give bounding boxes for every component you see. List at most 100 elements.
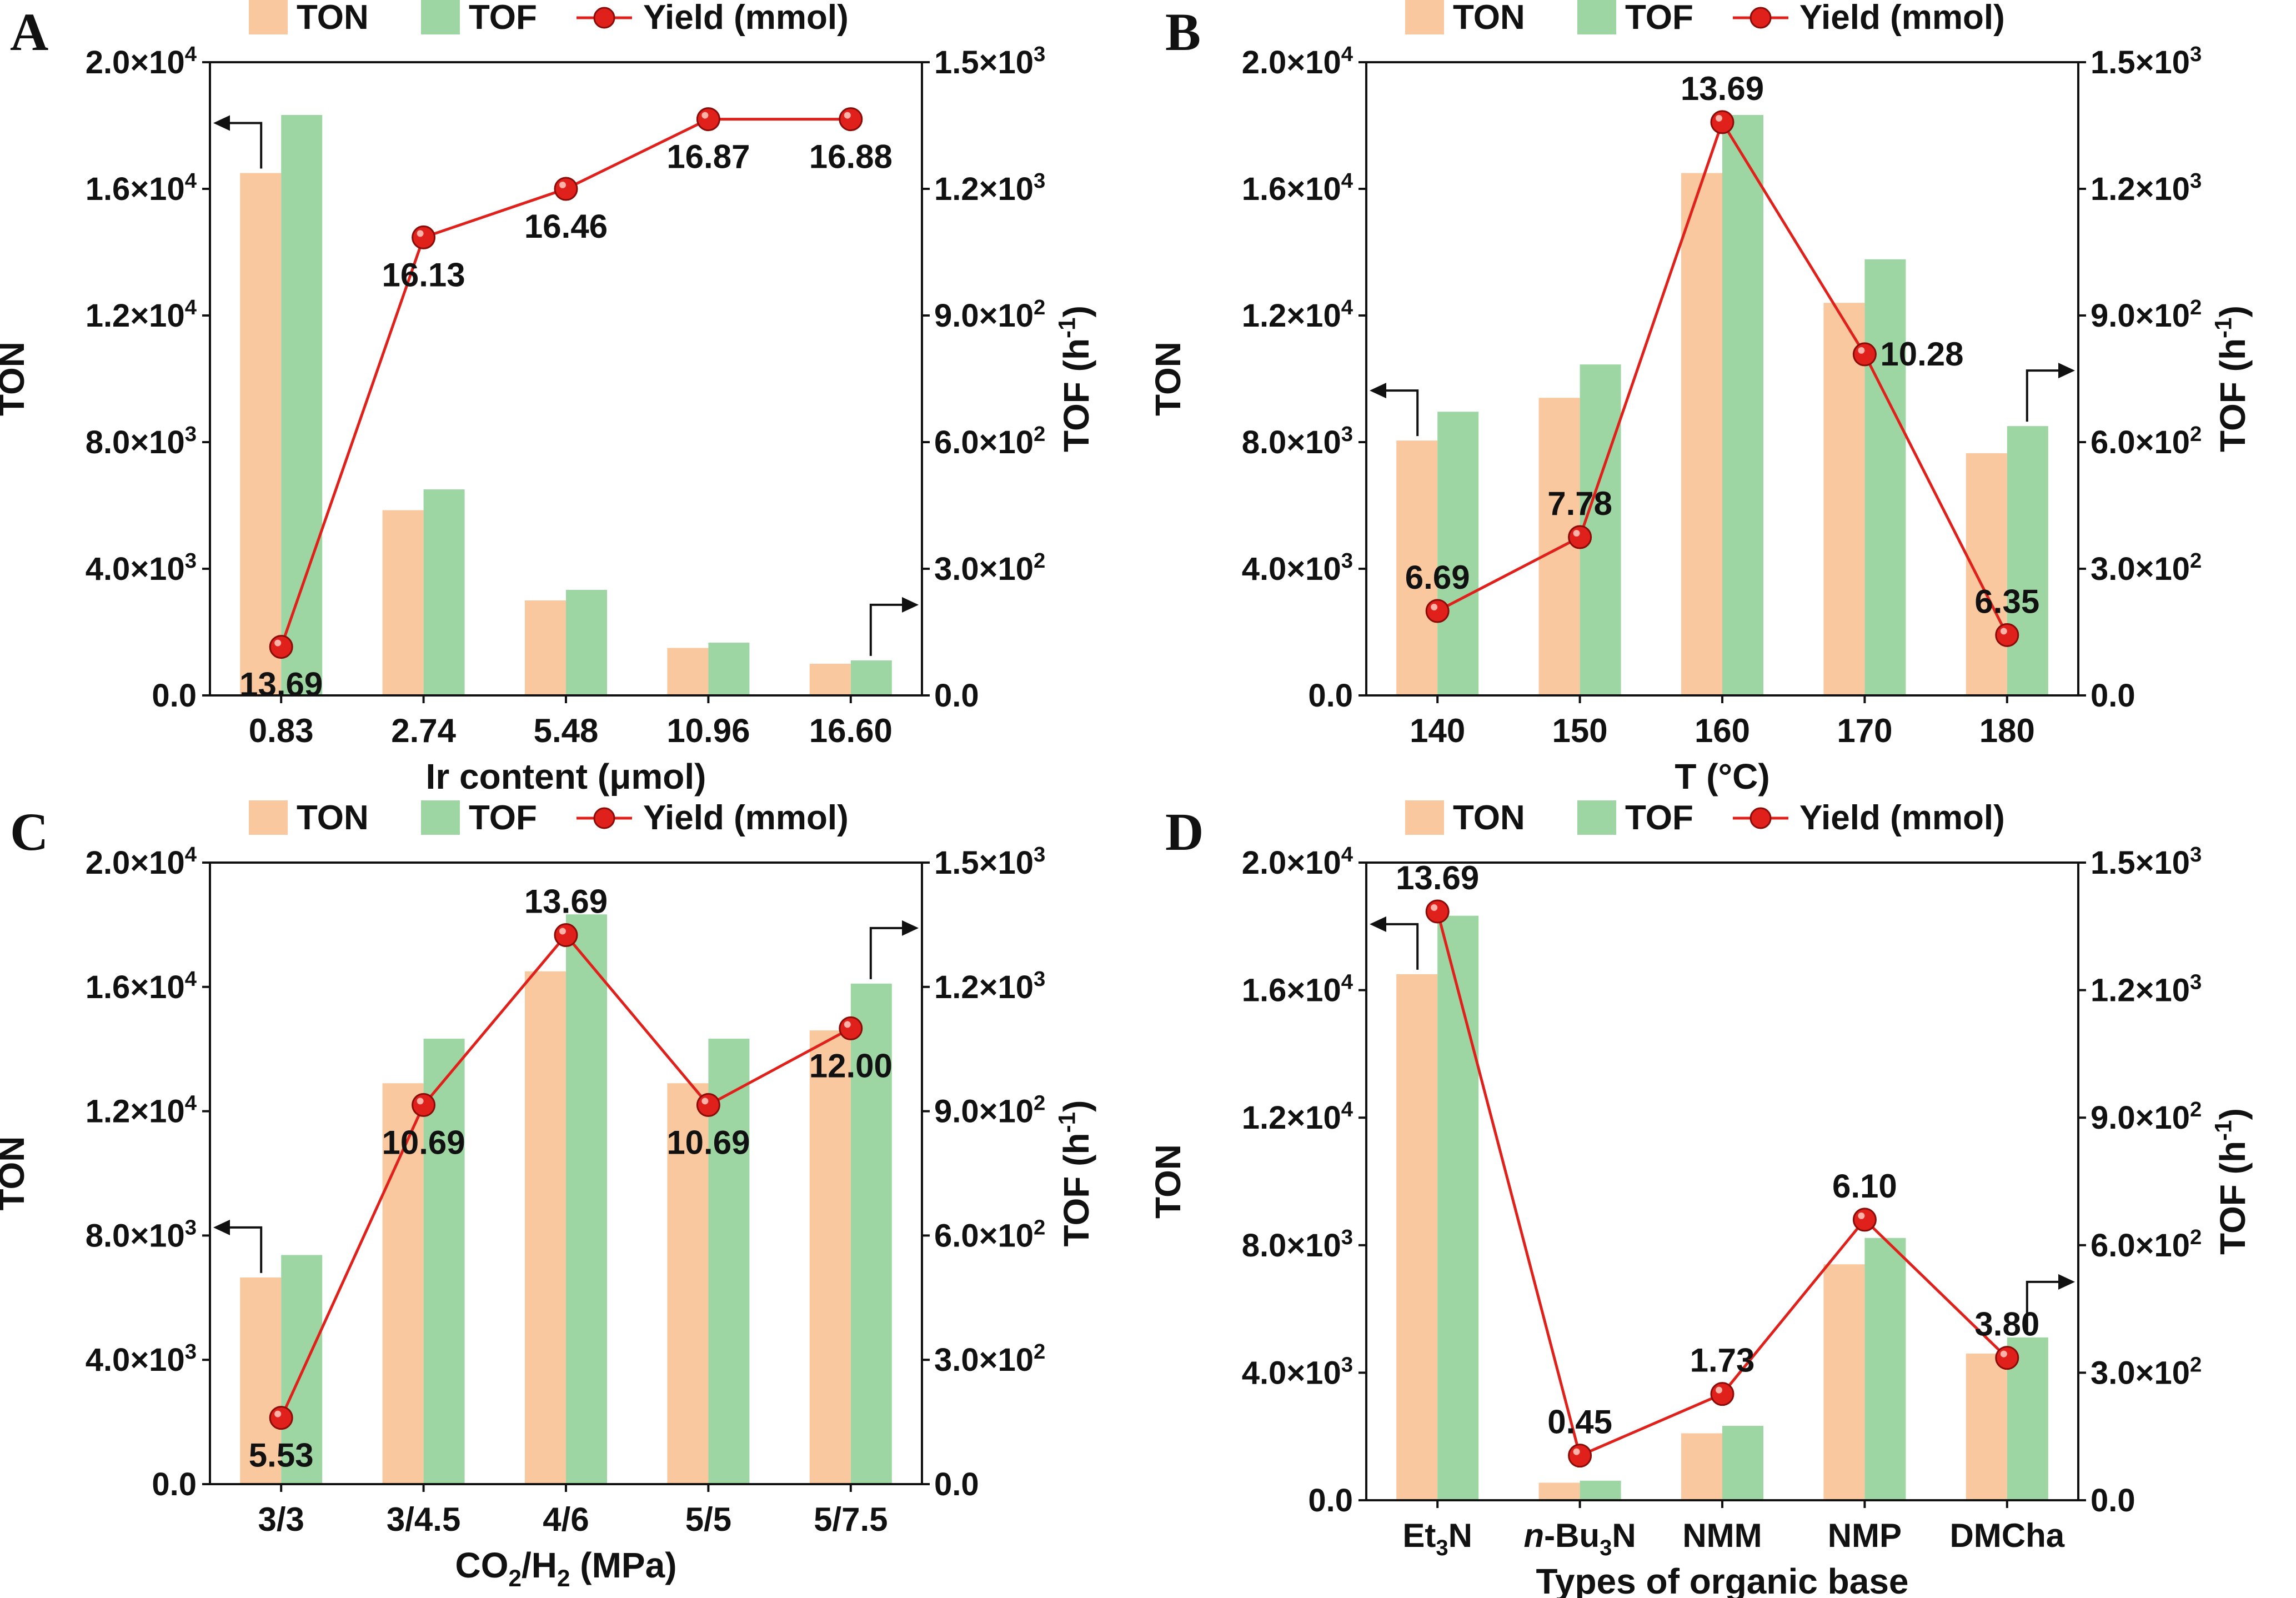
y-right-tick-label: 6.0×102​ bbox=[934, 1215, 1045, 1254]
x-tick-label: 5/7.5 bbox=[814, 1501, 888, 1538]
axis-arrow-right-head bbox=[902, 597, 919, 613]
x-tick-label: 16.60 bbox=[809, 712, 893, 749]
tof-bar bbox=[1437, 412, 1479, 695]
yield-data-label: 6.69 bbox=[1405, 559, 1470, 596]
yield-point bbox=[554, 923, 578, 948]
panel-letter: B bbox=[1165, 2, 1201, 62]
yield-data-label: 13.69 bbox=[1396, 859, 1479, 896]
tof-bar bbox=[1437, 915, 1479, 1500]
legend-yield-marker bbox=[1749, 7, 1772, 29]
axis-arrow-right bbox=[2026, 369, 2067, 422]
y-left-tick-label: 4.0×103​ bbox=[1242, 549, 1353, 587]
y-right-tick-label: 0.0 bbox=[2091, 678, 2135, 714]
yield-point-highlight bbox=[1716, 1386, 1722, 1394]
axis-arrow-left-head bbox=[213, 1219, 230, 1235]
yield-point-highlight bbox=[559, 182, 566, 188]
axis-arrow-right bbox=[869, 926, 911, 979]
legend-ton-swatch bbox=[1405, 0, 1444, 34]
legend-ton-swatch bbox=[1405, 800, 1444, 835]
yield-data-label: 16.87 bbox=[666, 138, 750, 176]
y-right-tick-label: 3.0×102​ bbox=[2091, 1352, 2202, 1391]
legend-tof-swatch bbox=[421, 800, 460, 835]
x-axis-label: T (°C) bbox=[1675, 757, 1769, 797]
axis-arrow-left-head bbox=[1370, 383, 1386, 399]
y-right-tick-label: 1.5×103​ bbox=[934, 42, 1045, 81]
x-tick-label: NMM bbox=[1682, 1517, 1762, 1554]
legend-ton-swatch bbox=[249, 800, 288, 835]
x-tick-label: 160 bbox=[1695, 712, 1750, 749]
ton-bar bbox=[809, 1030, 851, 1484]
yield-point bbox=[696, 1093, 720, 1117]
y-left-axis-label: TON bbox=[0, 342, 32, 416]
y-right-tick-label: 0.0 bbox=[2091, 1482, 2135, 1519]
x-tick-label: 2.74 bbox=[391, 712, 456, 749]
y-right-tick-label: 0.0 bbox=[934, 1466, 979, 1502]
yield-point-highlight bbox=[2000, 1350, 2007, 1357]
axis-arrow-left-head bbox=[1370, 916, 1386, 932]
legend-tof-swatch bbox=[421, 0, 460, 34]
ton-bar bbox=[1396, 440, 1438, 695]
legend: TON TOF Yield (mmol) bbox=[249, 0, 849, 37]
yield-point bbox=[1710, 110, 1734, 134]
legend: TON TOF Yield (mmol) bbox=[1405, 799, 2005, 837]
yield-data-label: 13.69 bbox=[524, 883, 608, 920]
x-tick-label: 5/5 bbox=[685, 1501, 731, 1538]
legend-yield-label: Yield (mmol) bbox=[1799, 0, 2005, 37]
yield-data-label: 16.46 bbox=[524, 208, 608, 245]
legend-ton-swatch bbox=[249, 0, 288, 34]
y-right-tick-label: 3.0×102​ bbox=[934, 549, 1045, 587]
y-right-tick-label: 1.5×103​ bbox=[2091, 843, 2202, 881]
yield-data-label: 6.10 bbox=[1832, 1168, 1897, 1205]
legend-yield-label: Yield (mmol) bbox=[643, 799, 849, 837]
yield-point bbox=[1710, 1382, 1734, 1406]
y-right-tick-label: 9.0×102​ bbox=[934, 1091, 1045, 1130]
axis-arrow-right-head bbox=[902, 920, 919, 936]
y-left-tick-label: 1.6×104​ bbox=[86, 967, 197, 1005]
y-right-tick-label: 1.2×103​ bbox=[934, 967, 1045, 1005]
yield-point bbox=[1425, 899, 1450, 924]
legend-tof-label: TOF bbox=[469, 799, 537, 837]
axis-arrow-left bbox=[1377, 389, 1419, 437]
panel-C: C 0.0 4.0×103​ 8.0×103​ 1.2×104​ 1.6×104​ 2.0×… bbox=[0, 799, 1096, 1591]
y-right-tick-label: 9.0×102​ bbox=[934, 295, 1045, 334]
panel-letter: D bbox=[1165, 802, 1204, 861]
y-right-tick-label: 6.0×102​ bbox=[934, 422, 1045, 460]
yield-point bbox=[412, 1093, 436, 1117]
ton-bar bbox=[667, 648, 709, 695]
yield-point-highlight bbox=[559, 928, 566, 935]
yield-data-label: 16.13 bbox=[382, 256, 465, 293]
yield-data-label: 7.78 bbox=[1547, 485, 1612, 522]
ton-bar bbox=[1681, 173, 1722, 695]
legend-tof-label: TOF bbox=[1625, 799, 1693, 837]
x-tick-label: Et3​N bbox=[1402, 1517, 1472, 1560]
panel-B: B 0.0 4.0×103​ 8.0×103​ 1.2×104​ 1.6×104​ 2.0×… bbox=[1148, 0, 2253, 797]
yield-point-highlight bbox=[844, 112, 851, 119]
y-left-tick-label: 8.0×103​ bbox=[1242, 422, 1353, 460]
x-tick-label: NMP bbox=[1828, 1517, 1902, 1554]
x-tick-label: 140 bbox=[1410, 712, 1465, 749]
tof-bar bbox=[1722, 115, 1763, 695]
yield-point-highlight bbox=[1858, 1212, 1865, 1219]
axis-arrow-left bbox=[221, 122, 263, 169]
x-tick-label: 0.83 bbox=[249, 712, 314, 749]
yield-data-label: 12.00 bbox=[809, 1047, 893, 1084]
legend-tof-swatch bbox=[1577, 800, 1616, 835]
legend-yield-marker bbox=[593, 807, 615, 829]
x-tick-label: 4/6 bbox=[543, 1501, 589, 1538]
yield-point bbox=[554, 177, 578, 201]
ton-bar bbox=[382, 510, 424, 695]
axis-arrow-left-head bbox=[213, 115, 230, 131]
x-tick-label: 150 bbox=[1552, 712, 1608, 749]
y-left-tick-label: 8.0×103​ bbox=[86, 422, 197, 460]
yield-point bbox=[1568, 525, 1592, 549]
legend-tof-swatch bbox=[1577, 0, 1616, 34]
yield-point-highlight bbox=[701, 112, 709, 119]
y-left-tick-label: 2.0×104​ bbox=[1242, 843, 1353, 881]
panel-D: D 0.0 4.0×103​ 8.0×103​ 1.2×104​ 1.6×104​ 2.0×… bbox=[1148, 799, 2253, 1598]
axis-arrow-left bbox=[221, 1226, 263, 1273]
ton-bar bbox=[1823, 1264, 1865, 1500]
panel-letter: A bbox=[10, 2, 48, 62]
x-tick-label: 180 bbox=[1979, 712, 2035, 749]
yield-data-label: 10.69 bbox=[382, 1124, 465, 1161]
